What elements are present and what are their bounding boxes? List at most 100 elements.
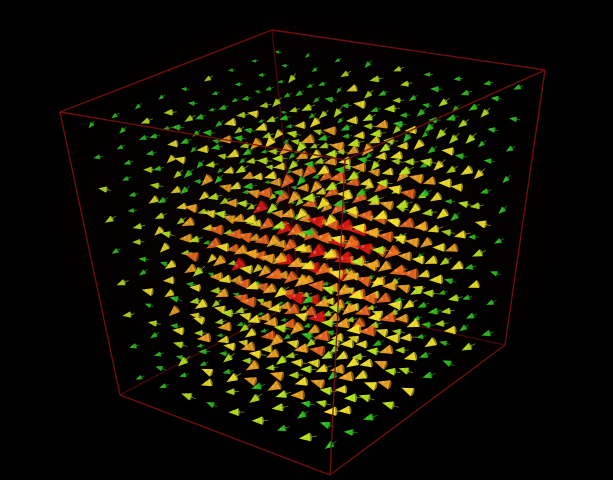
vector-cone	[303, 160, 318, 168]
vector-cone	[321, 351, 337, 359]
vector-cone	[423, 72, 434, 77]
vector-cone	[494, 238, 505, 244]
vector-cone	[154, 212, 168, 219]
vector-cone	[242, 182, 257, 190]
vector-cone	[329, 141, 345, 152]
vector-cone	[231, 98, 240, 102]
vector-cone	[296, 174, 307, 186]
vector-cone	[294, 313, 308, 322]
vector-cone	[489, 271, 501, 277]
vector-cone	[135, 375, 145, 380]
vector-cone	[319, 421, 335, 429]
vector-cone	[369, 129, 387, 138]
vector-cone	[324, 96, 337, 103]
vector-cone	[158, 94, 166, 100]
vector-cone	[448, 294, 463, 302]
vector-cone	[206, 402, 218, 408]
vector-cone	[460, 165, 474, 175]
vector-cone	[310, 181, 322, 194]
vector-cone	[259, 217, 274, 230]
vector-cone	[453, 76, 464, 82]
vector-cone	[306, 324, 320, 335]
vector-cone	[272, 252, 288, 265]
vector-cone	[258, 265, 271, 277]
vector-cone	[294, 243, 312, 252]
vector-cone	[287, 191, 301, 204]
vector-cone	[309, 115, 323, 128]
vector-cone	[275, 355, 290, 365]
vector-cone	[427, 224, 444, 233]
vector-cone	[461, 342, 476, 351]
box-edge-top-right	[271, 29, 546, 71]
vector-cone	[273, 189, 287, 197]
vector-cone	[309, 143, 320, 149]
vector-cone	[170, 185, 181, 194]
vector-cone	[486, 299, 497, 305]
vector-cone	[265, 268, 283, 280]
vector-cone	[280, 208, 295, 218]
vector-cone	[162, 276, 175, 285]
vector-cone	[401, 268, 419, 280]
vector-cone	[283, 138, 290, 144]
vector-cone	[262, 283, 277, 294]
vector-cone	[119, 126, 127, 134]
vector-cone	[145, 150, 157, 156]
vector-cone	[424, 255, 438, 264]
vector-cone	[290, 168, 304, 177]
vector-cone	[315, 400, 331, 408]
vector-cone	[214, 210, 231, 219]
vector-cone	[302, 228, 319, 237]
vector-cone	[386, 218, 400, 227]
vector-cone	[275, 390, 292, 398]
vector-cone	[468, 103, 481, 111]
vector-cone	[373, 210, 388, 219]
vector-cone	[207, 254, 217, 264]
vector-cone	[264, 180, 272, 184]
vector-cone	[164, 260, 177, 269]
vector-cone	[288, 72, 297, 84]
vector-cone	[450, 183, 464, 192]
vector-cone	[169, 296, 183, 303]
vector-cone	[402, 299, 418, 309]
vector-cone	[391, 158, 404, 165]
vector-cone	[247, 110, 259, 118]
vector-cone	[392, 120, 408, 128]
vector-cone	[413, 315, 423, 321]
vector-cone	[307, 359, 321, 368]
vector-cone	[417, 269, 430, 278]
vector-cone	[211, 139, 222, 144]
vector-cone	[398, 217, 415, 228]
vector-cone	[374, 119, 389, 129]
vector-cone	[194, 113, 207, 120]
vector-cone	[208, 107, 217, 112]
vector-cone	[460, 89, 473, 96]
vector-cone	[315, 187, 326, 195]
vector-cone	[167, 140, 179, 148]
vector-cone	[180, 87, 190, 92]
vector-cone	[353, 100, 366, 109]
vector-cone	[341, 133, 353, 139]
vector-cone	[159, 383, 169, 389]
vector-cone	[205, 161, 219, 168]
vector-cone	[266, 234, 281, 248]
vector-cone	[351, 162, 367, 173]
vector-cone	[178, 355, 191, 367]
vector-cone	[473, 168, 486, 180]
vector-cone	[334, 318, 350, 329]
vector-cone	[198, 348, 211, 355]
vector-cone	[306, 215, 326, 228]
vector-cone	[252, 264, 263, 273]
vector-cone	[382, 280, 397, 291]
vector-cone	[301, 193, 321, 202]
vector-cone	[238, 157, 247, 164]
vector-cone	[223, 342, 236, 351]
vector-cone	[233, 244, 248, 255]
vector-cone	[284, 271, 298, 284]
vector-cone	[314, 297, 330, 307]
vector-cone	[187, 101, 198, 106]
vector-cone	[294, 274, 309, 287]
box-edge-top-front-right	[344, 69, 546, 161]
vector-cone	[282, 238, 297, 252]
